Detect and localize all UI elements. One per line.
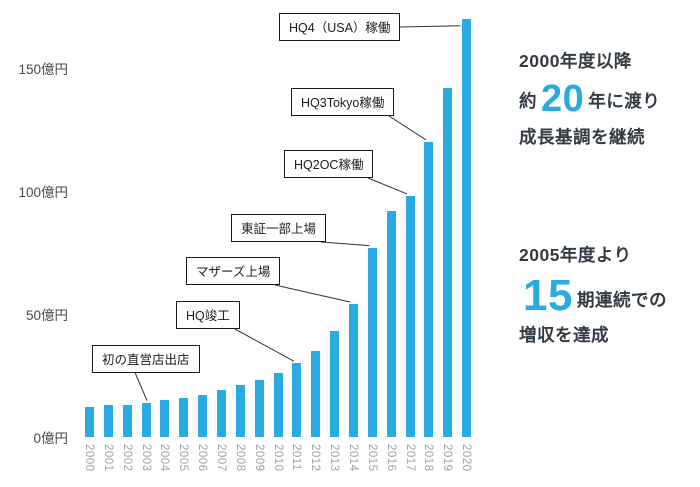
bar-2014 bbox=[348, 304, 358, 437]
x-tick-2015: 2015 bbox=[365, 444, 378, 472]
leader-line-2018 bbox=[388, 115, 427, 141]
summary-gap bbox=[519, 156, 699, 238]
bar-2001 bbox=[103, 405, 113, 437]
annotation-2018: HQ3Tokyo稼働 bbox=[291, 88, 395, 116]
annotation-2017: HQ2OC稼働 bbox=[284, 150, 374, 178]
annotation-2014: マザーズ上場 bbox=[186, 257, 281, 285]
x-tick-2020: 2020 bbox=[460, 444, 473, 472]
bar-2003 bbox=[141, 402, 151, 437]
bar-2000 bbox=[84, 407, 94, 437]
bar-2016 bbox=[386, 210, 396, 437]
summary-panel: 2000年度以降 約 20 年に渡り 成長基調を継続 2005年度より 15 期連続で… bbox=[519, 44, 699, 354]
bar-2018 bbox=[424, 141, 434, 437]
annotation-2003: 初の直営店出店 bbox=[92, 345, 200, 373]
x-tick-2000: 2000 bbox=[82, 444, 95, 472]
summary-growth-line1: 2000年度以降 bbox=[519, 51, 632, 71]
annotation-2020: HQ4（USA）稼働 bbox=[279, 13, 401, 41]
bar-2007 bbox=[216, 390, 226, 437]
x-tick-2004: 2004 bbox=[158, 444, 171, 472]
bar-2009 bbox=[254, 380, 264, 437]
x-tick-2016: 2016 bbox=[384, 444, 397, 472]
annotation-2011: HQ竣工 bbox=[176, 301, 240, 329]
streak-count-number: 15 bbox=[523, 270, 573, 320]
y-tick-50: 50億円 bbox=[25, 308, 68, 323]
x-tick-2018: 2018 bbox=[422, 444, 435, 472]
x-tick-2012: 2012 bbox=[309, 444, 322, 472]
x-tick-2002: 2002 bbox=[120, 444, 133, 472]
leader-line-2020 bbox=[399, 25, 461, 28]
annotation-2015: 東証一部上場 bbox=[231, 214, 327, 242]
x-tick-2017: 2017 bbox=[403, 444, 416, 472]
bar-2002 bbox=[122, 405, 132, 437]
x-tick-2008: 2008 bbox=[233, 444, 246, 472]
leader-line-2015 bbox=[320, 241, 370, 247]
x-tick-2019: 2019 bbox=[441, 444, 454, 472]
bar-2011 bbox=[292, 363, 302, 437]
years-count-number: 20 bbox=[541, 77, 585, 120]
bar-2017 bbox=[405, 195, 415, 437]
streak-suffix: 期連続での bbox=[576, 289, 667, 310]
years-suffix: 年に渡り bbox=[588, 90, 661, 111]
leader-line-2014 bbox=[274, 284, 351, 303]
approx-prefix: 約 bbox=[519, 90, 537, 111]
bar-2004 bbox=[160, 400, 170, 437]
x-tick-2007: 2007 bbox=[214, 444, 227, 472]
bar-2013 bbox=[330, 331, 340, 437]
bar-2006 bbox=[198, 395, 208, 437]
leader-line-2017 bbox=[367, 177, 408, 195]
summary-growth-line3: 成長基調を継続 bbox=[519, 126, 645, 147]
summary-streak-line1: 2005年度より bbox=[519, 244, 632, 265]
y-tick-0: 0億円 bbox=[33, 431, 68, 446]
x-tick-2011: 2011 bbox=[290, 444, 303, 471]
bar-2020 bbox=[462, 18, 472, 437]
y-tick-100: 100億円 bbox=[18, 185, 68, 200]
x-tick-2006: 2006 bbox=[196, 444, 209, 472]
x-tick-2014: 2014 bbox=[346, 444, 359, 472]
bar-2008 bbox=[235, 385, 245, 437]
x-tick-2001: 2001 bbox=[101, 444, 114, 472]
x-tick-2003: 2003 bbox=[139, 444, 152, 472]
leader-line-2011 bbox=[234, 328, 295, 362]
bar-2019 bbox=[443, 87, 453, 437]
x-tick-2005: 2005 bbox=[177, 444, 190, 472]
summary-streak-line3: 増収を達成 bbox=[519, 325, 609, 346]
bar-2010 bbox=[273, 373, 283, 437]
summary-streak-line2: 15 期連続での bbox=[519, 270, 699, 320]
summary-growth-line2: 約 20 年に渡り bbox=[519, 80, 699, 120]
leader-line-2003 bbox=[134, 372, 148, 401]
x-tick-2009: 2009 bbox=[252, 444, 265, 472]
x-tick-2013: 2013 bbox=[328, 444, 341, 472]
bar-2005 bbox=[179, 397, 189, 437]
x-tick-2010: 2010 bbox=[271, 444, 284, 472]
y-tick-150: 150億円 bbox=[18, 62, 68, 77]
bar-2015 bbox=[367, 247, 377, 437]
bar-2012 bbox=[311, 350, 321, 437]
